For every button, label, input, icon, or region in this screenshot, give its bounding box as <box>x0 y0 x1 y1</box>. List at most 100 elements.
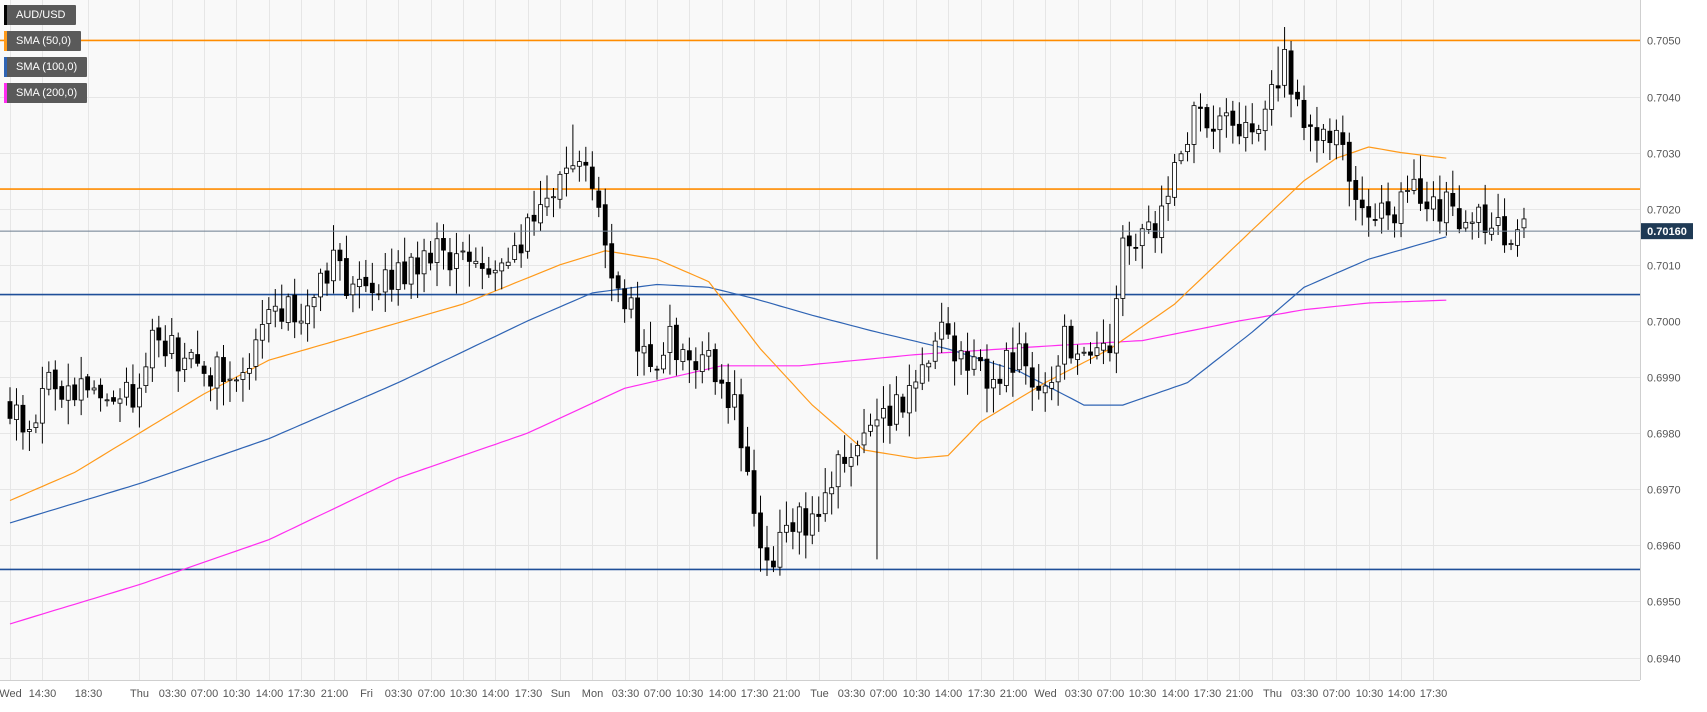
candle-body-down <box>162 340 168 357</box>
candle <box>984 344 990 413</box>
candle <box>473 247 479 268</box>
candle <box>596 176 602 218</box>
candle <box>85 373 91 398</box>
candle-body-down <box>1204 107 1210 129</box>
candle-body-up <box>525 217 530 252</box>
candle-body-up <box>318 272 323 298</box>
candle <box>1049 366 1055 401</box>
candle-body-down <box>1088 351 1093 356</box>
candle-body-down <box>428 252 433 264</box>
candle <box>1308 114 1313 152</box>
candle <box>447 238 453 287</box>
candle <box>1450 170 1456 217</box>
candle-body-down <box>20 404 26 433</box>
x-tick-label: 17:30 <box>968 688 996 700</box>
candle-body-up <box>240 372 246 380</box>
candle-body-up <box>557 173 563 200</box>
candle-body-up <box>1178 153 1184 162</box>
candle-body-up <box>1062 325 1068 365</box>
x-tick-label: 17:30 <box>515 688 543 700</box>
x-tick-label: 18:30 <box>75 688 103 700</box>
legend-sma-200-label: SMA (200,0) <box>16 87 78 99</box>
candle <box>395 250 401 306</box>
candle <box>1185 132 1190 162</box>
candle-body-down <box>369 282 375 294</box>
candle-body-up <box>253 339 259 367</box>
candle-body-up <box>78 378 84 401</box>
candle <box>1398 182 1404 238</box>
x-tick-label: 03:30 <box>612 688 640 700</box>
legend-sma-50-swatch <box>4 31 7 51</box>
y-tick-label: 0.6960 <box>1647 541 1681 553</box>
candle-body-up <box>1049 382 1055 389</box>
candle <box>1113 285 1119 374</box>
candle <box>298 303 304 335</box>
candle-body-down <box>583 161 589 166</box>
candle-body-up <box>382 269 388 293</box>
candle <box>1346 132 1352 207</box>
candle <box>1223 98 1229 138</box>
candle <box>195 330 201 367</box>
candle-body-up <box>732 394 738 408</box>
candle <box>809 496 815 545</box>
candle-body-down <box>952 335 958 362</box>
candle-body-down <box>518 244 524 254</box>
candle-body-up <box>1172 162 1177 198</box>
candle-body-up <box>149 329 155 369</box>
candle-body-up <box>356 278 362 288</box>
candle-body-up <box>570 165 576 170</box>
candle <box>1282 27 1287 98</box>
candle <box>1288 40 1294 118</box>
x-tick-label: 10:30 <box>676 688 704 700</box>
candle <box>719 364 725 399</box>
legend-symbol-label: AUD/USD <box>16 9 66 21</box>
candle <box>978 349 983 372</box>
candle-body-up <box>33 422 39 428</box>
candle-body-down <box>175 337 181 372</box>
candle-body-up <box>1217 115 1223 131</box>
candle <box>65 363 71 425</box>
candle-body-down <box>1107 345 1113 354</box>
candle-body-up <box>1120 237 1126 299</box>
candle-body-down <box>279 308 285 322</box>
candle-body-down <box>130 384 136 408</box>
candle-body-down <box>1418 178 1423 204</box>
candle <box>324 262 330 296</box>
x-tick-label: 21:00 <box>1226 688 1254 700</box>
candle-body-up <box>1521 218 1527 229</box>
x-tick-label: 14:00 <box>482 688 510 700</box>
candle <box>1424 181 1430 222</box>
candle <box>1476 203 1482 238</box>
legend-symbol-swatch <box>4 5 7 25</box>
candle <box>958 341 964 375</box>
candle-body-down <box>1010 352 1016 373</box>
x-tick-label: Mon <box>582 688 603 700</box>
candle-body-up <box>331 249 336 282</box>
candle <box>356 261 362 309</box>
candle-body-up <box>913 381 919 389</box>
candle-body-up <box>1191 105 1197 145</box>
candle-body-up <box>544 197 550 208</box>
candle <box>259 299 265 359</box>
candle-body-down <box>1450 193 1456 207</box>
candle <box>1211 105 1216 150</box>
candle-body-up <box>971 356 977 370</box>
candle-body-down <box>98 384 103 399</box>
candle <box>874 398 880 560</box>
candle-body-up <box>1003 349 1009 386</box>
horizontal-levels <box>0 39 1640 571</box>
candle <box>156 315 162 358</box>
candle-body-up <box>266 309 272 325</box>
candle-body-up <box>234 379 239 382</box>
x-tick-label: 21:00 <box>773 688 801 700</box>
candle <box>1133 233 1139 261</box>
candle <box>221 344 226 406</box>
candle <box>1437 175 1443 234</box>
x-tick-label: 14:00 <box>1388 688 1416 700</box>
candle <box>1327 118 1333 161</box>
candle <box>628 286 634 319</box>
candle-body-up <box>512 245 518 260</box>
candle-body-down <box>201 365 207 374</box>
candle-body-down <box>1211 128 1216 132</box>
